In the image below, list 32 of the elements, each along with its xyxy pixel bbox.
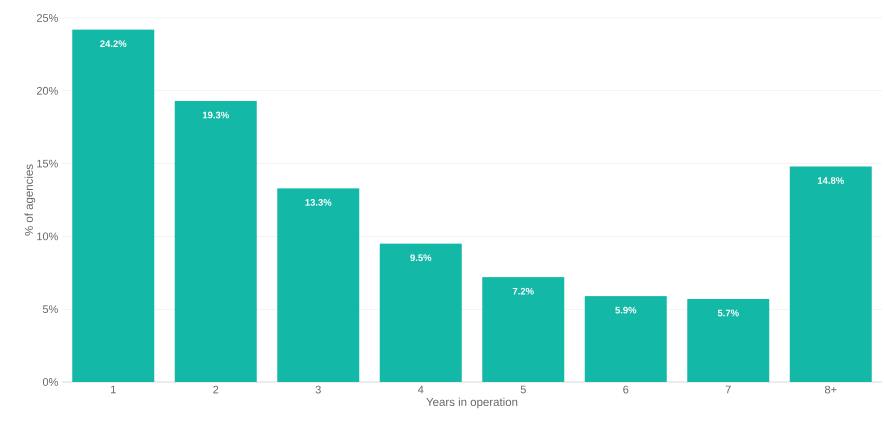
data-label: 14.8% [818, 177, 844, 184]
y-tick-label: 20% [36, 86, 58, 95]
x-tick-label: 2 [213, 386, 218, 394]
bar [72, 30, 154, 382]
bar [380, 244, 462, 382]
y-tick-label: 5% [42, 305, 58, 314]
x-tick-label: 5 [520, 386, 526, 394]
y-axis-title: % of agencies [24, 164, 36, 236]
bar [482, 277, 564, 382]
y-tick-label: 15% [37, 160, 58, 168]
x-tick-label: 7 [726, 386, 731, 394]
bar [790, 166, 872, 382]
x-tick-label: 1 [111, 386, 116, 394]
data-label: 7.2% [512, 288, 534, 295]
y-tick-label: 25% [36, 14, 58, 22]
bar [277, 188, 360, 382]
data-label: 9.5% [410, 254, 432, 262]
data-label: 24.2% [100, 40, 126, 48]
y-tick-label: 10% [37, 232, 58, 240]
x-tick-label: 6 [623, 386, 628, 394]
bar [584, 296, 667, 382]
data-label: 13.3% [305, 199, 332, 206]
data-label: 5.9% [615, 306, 636, 314]
x-axis-title: Years in operation [426, 398, 518, 408]
bar [687, 299, 770, 382]
bar [174, 100, 257, 382]
x-tick-label: 3 [316, 386, 321, 394]
data-label: 19.3% [202, 112, 229, 118]
x-tick-label: 8+ [824, 386, 836, 394]
data-label: 5.7% [718, 310, 739, 316]
x-tick-label: 4 [418, 386, 424, 394]
y-tick-label: 0% [42, 378, 58, 386]
